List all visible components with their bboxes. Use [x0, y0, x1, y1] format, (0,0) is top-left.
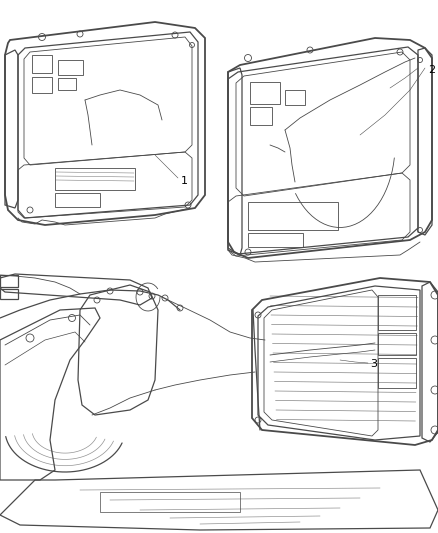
Bar	[58, 78, 76, 90]
Bar	[378, 295, 416, 330]
Bar	[0, 275, 18, 287]
Bar	[248, 202, 338, 230]
Bar	[58, 60, 83, 75]
Bar	[378, 333, 416, 355]
Bar	[250, 107, 272, 125]
Bar	[55, 193, 100, 207]
Bar	[248, 233, 303, 247]
Bar	[0, 289, 18, 299]
Bar	[55, 168, 135, 190]
Bar	[250, 82, 280, 104]
Text: 2: 2	[428, 65, 435, 75]
Text: 1: 1	[181, 176, 188, 186]
Text: 3: 3	[370, 359, 377, 369]
Bar	[32, 55, 52, 73]
Bar	[32, 77, 52, 93]
Bar	[378, 358, 416, 388]
Bar	[285, 90, 305, 105]
